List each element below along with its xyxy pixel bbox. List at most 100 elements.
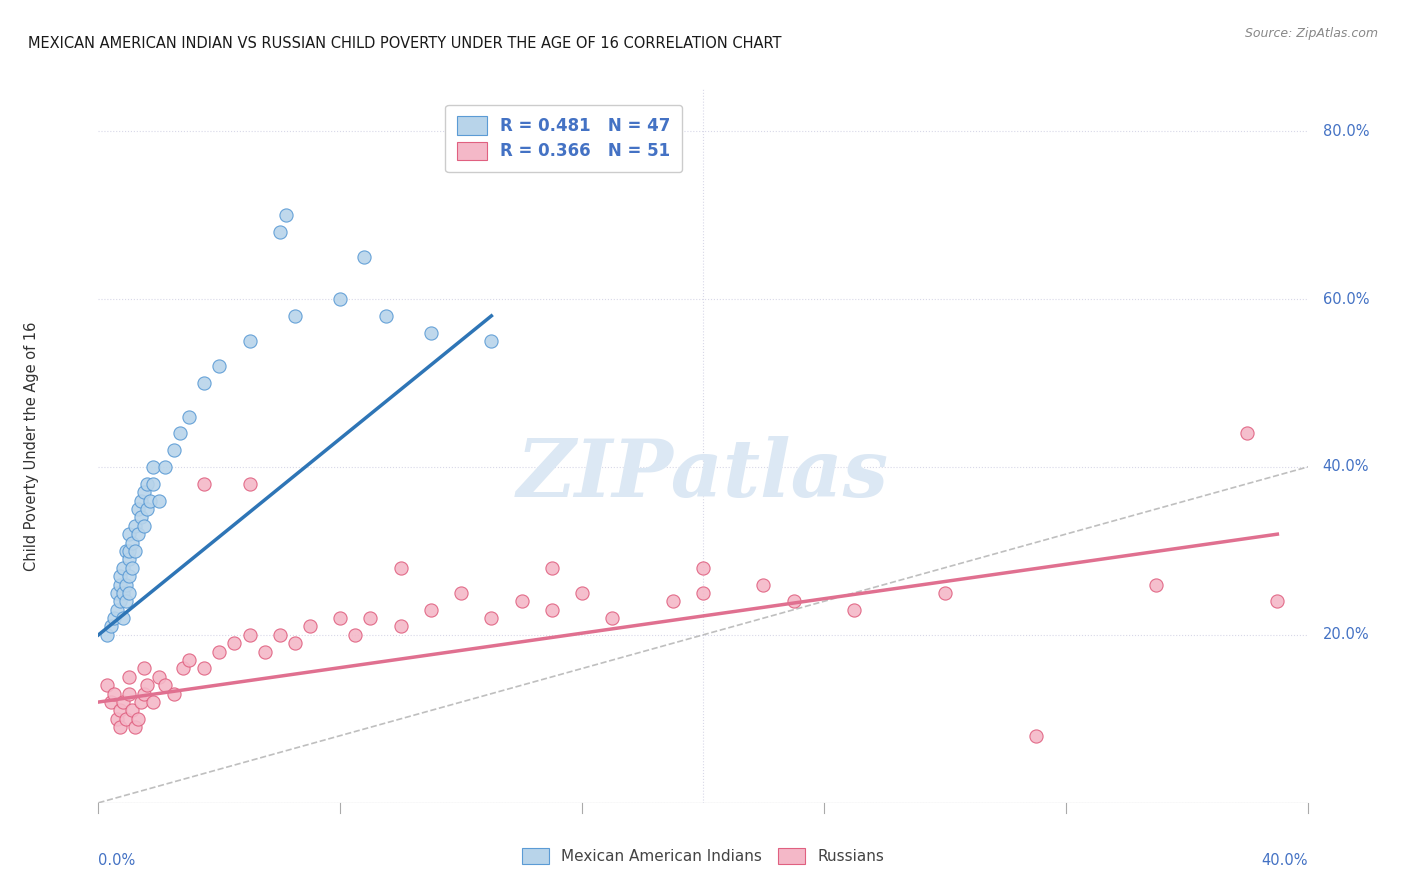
Point bbox=[1267, 594, 1289, 608]
Point bbox=[224, 636, 246, 650]
Point bbox=[481, 334, 503, 348]
Point bbox=[344, 628, 367, 642]
Point bbox=[420, 326, 443, 340]
Point bbox=[284, 309, 307, 323]
Point bbox=[329, 611, 352, 625]
Point bbox=[108, 703, 131, 717]
Point bbox=[540, 560, 562, 574]
Point bbox=[153, 678, 176, 692]
Point bbox=[127, 502, 149, 516]
Point bbox=[108, 594, 131, 608]
Point bbox=[193, 376, 215, 390]
Text: Source: ZipAtlas.com: Source: ZipAtlas.com bbox=[1244, 27, 1378, 40]
Point bbox=[124, 544, 146, 558]
Point bbox=[360, 611, 382, 625]
Point bbox=[148, 493, 170, 508]
Point bbox=[661, 594, 683, 608]
Point bbox=[108, 569, 131, 583]
Point bbox=[752, 577, 775, 591]
Point bbox=[129, 510, 152, 524]
Point bbox=[239, 476, 262, 491]
Point bbox=[374, 309, 396, 323]
Point bbox=[118, 687, 141, 701]
Point bbox=[118, 586, 141, 600]
Text: 20.0%: 20.0% bbox=[1323, 627, 1369, 642]
Point bbox=[111, 611, 134, 625]
Point bbox=[1024, 729, 1046, 743]
Point bbox=[129, 695, 152, 709]
Text: 80.0%: 80.0% bbox=[1323, 124, 1369, 138]
Point bbox=[135, 502, 157, 516]
Point bbox=[420, 603, 443, 617]
Point bbox=[132, 485, 155, 500]
Point bbox=[148, 670, 170, 684]
Point bbox=[111, 695, 134, 709]
Point bbox=[124, 518, 146, 533]
Point bbox=[121, 560, 143, 574]
Point bbox=[111, 586, 134, 600]
Point bbox=[153, 460, 176, 475]
Point bbox=[100, 619, 122, 633]
Point bbox=[169, 426, 191, 441]
Point bbox=[127, 712, 149, 726]
Point bbox=[208, 359, 231, 374]
Point bbox=[142, 476, 165, 491]
Point bbox=[179, 409, 201, 424]
Point bbox=[129, 493, 152, 508]
Point bbox=[118, 527, 141, 541]
Text: 40.0%: 40.0% bbox=[1323, 459, 1369, 475]
Point bbox=[100, 695, 122, 709]
Point bbox=[1236, 426, 1258, 441]
Point bbox=[239, 628, 262, 642]
Point bbox=[844, 603, 866, 617]
Point bbox=[103, 687, 125, 701]
Text: Child Poverty Under the Age of 16: Child Poverty Under the Age of 16 bbox=[24, 321, 39, 571]
Point bbox=[103, 611, 125, 625]
Point bbox=[142, 460, 165, 475]
Point bbox=[105, 712, 128, 726]
Point bbox=[284, 636, 307, 650]
Point bbox=[132, 518, 155, 533]
Point bbox=[121, 703, 143, 717]
Point bbox=[692, 560, 714, 574]
Point bbox=[389, 619, 412, 633]
Point bbox=[179, 653, 201, 667]
Point bbox=[571, 586, 593, 600]
Point bbox=[253, 645, 276, 659]
Point bbox=[269, 225, 291, 239]
Point bbox=[114, 594, 136, 608]
Legend: Mexican American Indians, Russians: Mexican American Indians, Russians bbox=[513, 838, 893, 873]
Point bbox=[105, 586, 128, 600]
Point bbox=[389, 560, 412, 574]
Point bbox=[135, 476, 157, 491]
Point bbox=[208, 645, 231, 659]
Text: 0.0%: 0.0% bbox=[98, 853, 135, 868]
Text: 60.0%: 60.0% bbox=[1323, 292, 1369, 307]
Point bbox=[172, 661, 194, 675]
Point bbox=[108, 577, 131, 591]
Point bbox=[108, 720, 131, 734]
Point bbox=[353, 250, 375, 264]
Point bbox=[121, 535, 143, 549]
Point bbox=[114, 712, 136, 726]
Point bbox=[118, 544, 141, 558]
Point bbox=[118, 552, 141, 566]
Point bbox=[114, 544, 136, 558]
Point bbox=[139, 493, 162, 508]
Point bbox=[193, 476, 215, 491]
Point bbox=[783, 594, 806, 608]
Point bbox=[96, 628, 118, 642]
Point bbox=[118, 569, 141, 583]
Point bbox=[118, 670, 141, 684]
Text: 40.0%: 40.0% bbox=[1261, 853, 1308, 868]
Point bbox=[135, 678, 157, 692]
Point bbox=[1144, 577, 1167, 591]
Point bbox=[450, 586, 472, 600]
Point bbox=[142, 695, 165, 709]
Point bbox=[105, 603, 128, 617]
Point bbox=[127, 527, 149, 541]
Point bbox=[269, 628, 291, 642]
Point bbox=[163, 443, 186, 458]
Point bbox=[934, 586, 956, 600]
Point bbox=[602, 611, 624, 625]
